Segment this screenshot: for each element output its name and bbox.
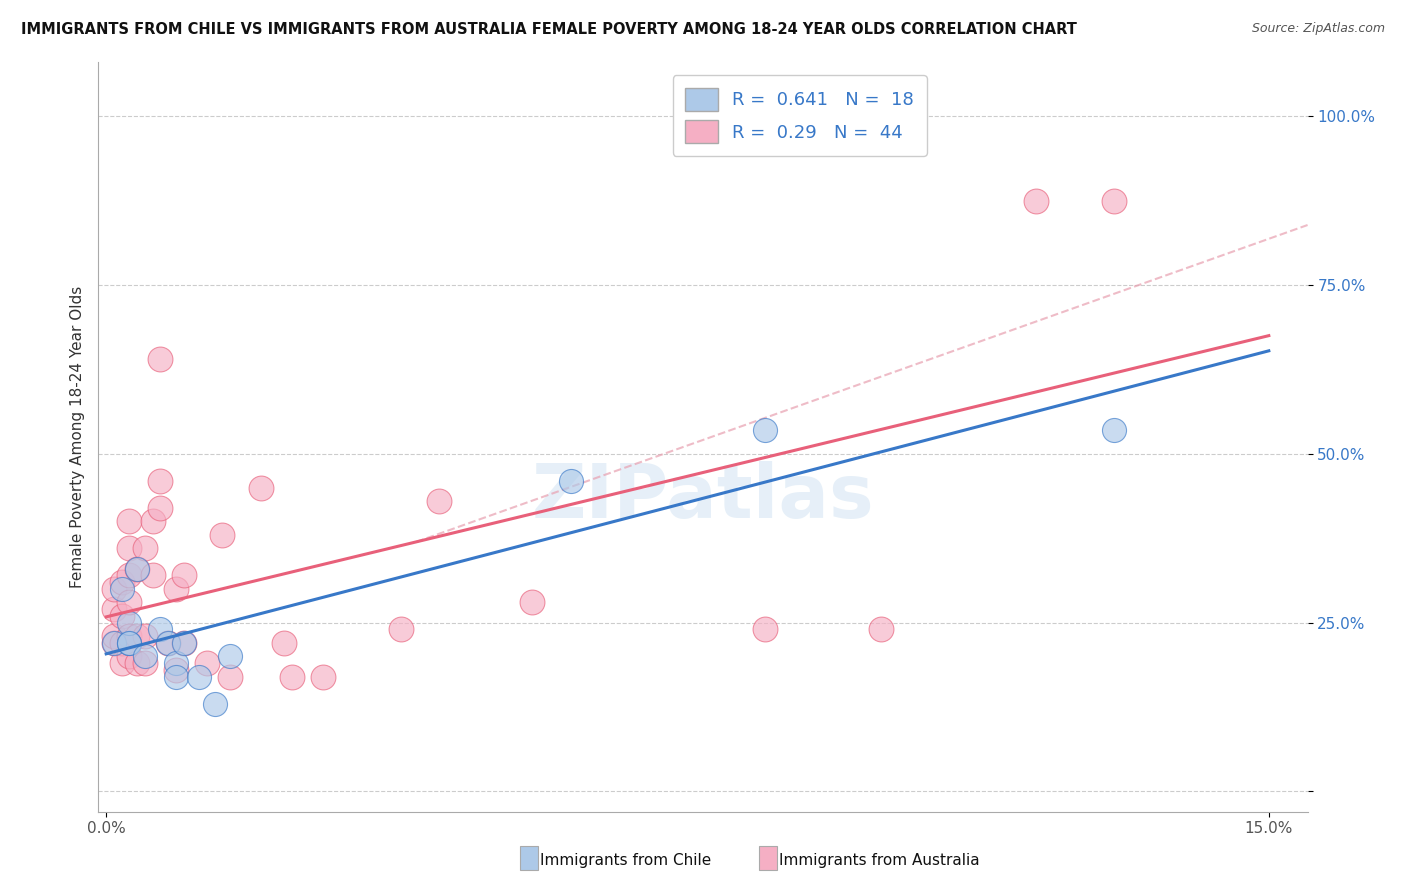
Point: [1102, 423, 1125, 437]
Point: [111, 657, 134, 671]
Point: [1025, 194, 1047, 208]
Point: [273, 636, 295, 650]
Text: Immigrants from Australia: Immigrants from Australia: [779, 853, 980, 868]
Point: [134, 657, 156, 671]
Point: [111, 636, 134, 650]
Point: [1102, 194, 1125, 208]
Point: [118, 541, 141, 556]
Text: IMMIGRANTS FROM CHILE VS IMMIGRANTS FROM AUSTRALIA FEMALE POVERTY AMONG 18-24 YE: IMMIGRANTS FROM CHILE VS IMMIGRANTS FROM…: [21, 22, 1077, 37]
Point: [127, 657, 149, 671]
Point: [165, 582, 187, 596]
Point: [142, 568, 165, 582]
Point: [111, 609, 134, 624]
Point: [195, 657, 218, 671]
Point: [127, 629, 149, 643]
Y-axis label: Female Poverty Among 18-24 Year Olds: Female Poverty Among 18-24 Year Olds: [69, 286, 84, 588]
Point: [754, 623, 776, 637]
Point: [118, 636, 141, 650]
Point: [219, 670, 242, 684]
Point: [219, 649, 242, 664]
Point: [389, 623, 412, 637]
Point: [173, 636, 195, 650]
Point: [111, 575, 134, 590]
Point: [149, 500, 172, 515]
Point: [127, 562, 149, 576]
Point: [560, 474, 582, 488]
Point: [118, 636, 141, 650]
Text: ZIPatlas: ZIPatlas: [531, 460, 875, 533]
Point: [134, 649, 156, 664]
Point: [149, 623, 172, 637]
Point: [118, 615, 141, 630]
Point: [522, 595, 544, 609]
Point: [211, 528, 233, 542]
Point: [149, 474, 172, 488]
Point: [281, 670, 304, 684]
Point: [103, 602, 125, 616]
Point: [429, 494, 451, 508]
Legend: R =  0.641   N =  18, R =  0.29   N =  44: R = 0.641 N = 18, R = 0.29 N = 44: [672, 75, 927, 156]
Point: [149, 352, 172, 367]
Point: [118, 515, 141, 529]
Point: [118, 649, 141, 664]
Point: [118, 629, 141, 643]
Point: [870, 623, 893, 637]
Point: [173, 568, 195, 582]
Point: [165, 670, 187, 684]
Point: [134, 629, 156, 643]
Point: [188, 670, 211, 684]
Point: [165, 663, 187, 677]
Point: [103, 636, 125, 650]
Point: [134, 541, 156, 556]
Point: [312, 670, 335, 684]
Point: [103, 582, 125, 596]
Point: [118, 595, 141, 609]
Point: [142, 515, 165, 529]
Point: [103, 636, 125, 650]
Point: [173, 636, 195, 650]
Point: [157, 636, 180, 650]
Point: [111, 582, 134, 596]
Point: [103, 629, 125, 643]
Point: [754, 423, 776, 437]
Point: [157, 636, 180, 650]
Point: [127, 562, 149, 576]
Point: [204, 697, 226, 711]
Text: Immigrants from Chile: Immigrants from Chile: [540, 853, 711, 868]
Point: [118, 568, 141, 582]
Text: Source: ZipAtlas.com: Source: ZipAtlas.com: [1251, 22, 1385, 36]
Point: [250, 481, 273, 495]
Point: [165, 657, 187, 671]
